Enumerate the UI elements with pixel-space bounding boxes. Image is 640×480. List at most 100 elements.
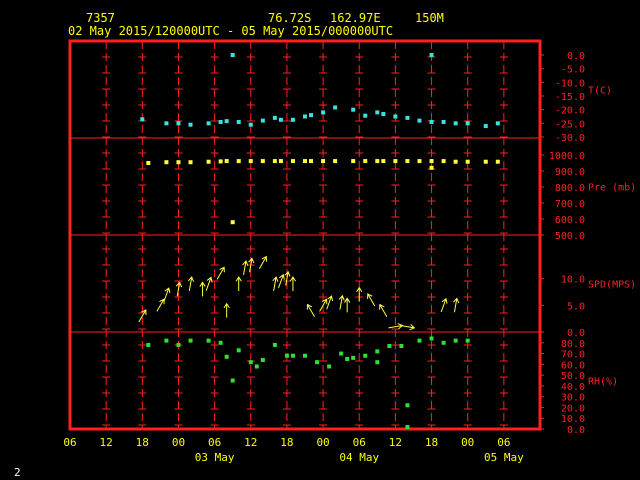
y-tick-label: 10.0 [561, 414, 585, 425]
rh-point [230, 378, 235, 383]
temp-point [248, 122, 253, 127]
temp-point [321, 110, 326, 115]
temp-point [453, 121, 458, 126]
y-tick-label: 0.0 [567, 425, 585, 436]
rh-point [272, 342, 277, 347]
y-tick-label: 60.0 [561, 360, 585, 371]
temp-point [495, 121, 500, 126]
pressure-point [272, 159, 277, 164]
y-tick-label: 600.0 [555, 215, 585, 226]
date-range: 02 May 2015/120000UTC - 05 May 2015/0000… [68, 24, 393, 38]
temp-point [260, 118, 265, 123]
pressure-point [405, 159, 410, 164]
y-tick-label: -15.0 [555, 92, 585, 103]
rh-point [303, 353, 307, 358]
temp-point [417, 118, 422, 123]
x-tick-label: 06 [497, 436, 510, 449]
x-tick-label: 00 [316, 436, 329, 449]
day-label: 03 May [195, 451, 235, 464]
pressure-point [176, 160, 181, 165]
temp-point [465, 121, 470, 126]
x-tick-label: 12 [244, 436, 257, 449]
wind-arrow [272, 276, 279, 291]
rh-point [339, 351, 344, 356]
x-tick-label: 00 [172, 436, 185, 449]
temp-point [441, 119, 446, 124]
x-tick-label: 18 [425, 436, 438, 449]
temp-point [351, 107, 356, 112]
rh-point [176, 342, 181, 347]
rh-point [405, 403, 410, 408]
y-tick-label: 700.0 [555, 199, 585, 210]
pressure-point [465, 159, 470, 164]
pressure-point [146, 161, 151, 165]
wind-arrow [242, 260, 249, 275]
panel-label-pressure: Pre (mb) [588, 183, 636, 194]
rh-point [429, 336, 434, 341]
rh-point [375, 360, 380, 365]
temp-point [303, 114, 307, 119]
temp-point [224, 119, 229, 124]
pressure-point [218, 159, 223, 164]
day-label: 04 May [339, 451, 379, 464]
rh-point [260, 358, 265, 363]
rh-point [206, 338, 211, 343]
pressure-point [164, 160, 169, 165]
wind-arrow [156, 298, 165, 312]
y-tick-label: 30.0 [561, 393, 585, 404]
wind-arrow [319, 298, 328, 312]
y-tick-label: 20.0 [561, 403, 585, 414]
temp-point [393, 114, 398, 119]
pressure-point [188, 160, 193, 165]
pressure-point [290, 159, 295, 164]
wind-arrow [175, 281, 183, 297]
pressure-point [363, 159, 368, 164]
pressure-point [483, 159, 488, 164]
wind-arrow [187, 276, 195, 291]
x-tick-label: 12 [389, 436, 402, 449]
wind-arrow [367, 293, 376, 307]
x-tick-label: 18 [136, 436, 149, 449]
temp-point [363, 113, 368, 118]
rh-point [248, 360, 253, 365]
pressure-point [333, 159, 338, 164]
rh-point [417, 338, 422, 343]
pressure-point [303, 159, 307, 164]
panel-label-wind: SPD(MPS) [588, 280, 636, 291]
y-tick-label: 40.0 [561, 382, 585, 393]
wind-arrow [344, 297, 351, 313]
y-tick-label: -5.0 [561, 65, 585, 76]
pressure-point [429, 159, 434, 164]
rh-point [284, 353, 289, 358]
pressure-point [453, 159, 458, 164]
pressure-point [236, 159, 241, 164]
rh-point [218, 340, 223, 345]
temp-point [309, 113, 314, 118]
rh-point [290, 353, 295, 358]
y-tick-label: 80.0 [561, 339, 585, 350]
wind-arrow [278, 273, 285, 289]
temp-point [375, 110, 380, 115]
temp-point [218, 119, 223, 124]
pressure-point [393, 159, 398, 164]
y-tick-label: 50.0 [561, 371, 585, 382]
rh-point [345, 356, 350, 361]
rh-point [351, 355, 356, 360]
temp-point [206, 121, 211, 126]
x-tick-label: 12 [100, 436, 113, 449]
rh-point [441, 340, 446, 345]
x-tick-label: 06 [208, 436, 221, 449]
temp-point [429, 53, 434, 57]
pressure-point [321, 159, 326, 164]
page-number: 2 [14, 466, 21, 479]
temp-point [272, 115, 277, 120]
rh-point [315, 360, 320, 365]
rh-point [363, 353, 368, 358]
temp-point [278, 117, 283, 122]
station-lat: 76.72S [268, 11, 311, 25]
temp-point [483, 124, 488, 129]
wind-arrow [289, 276, 297, 291]
wind-arrow [338, 294, 345, 310]
wind-arrow [163, 287, 171, 302]
